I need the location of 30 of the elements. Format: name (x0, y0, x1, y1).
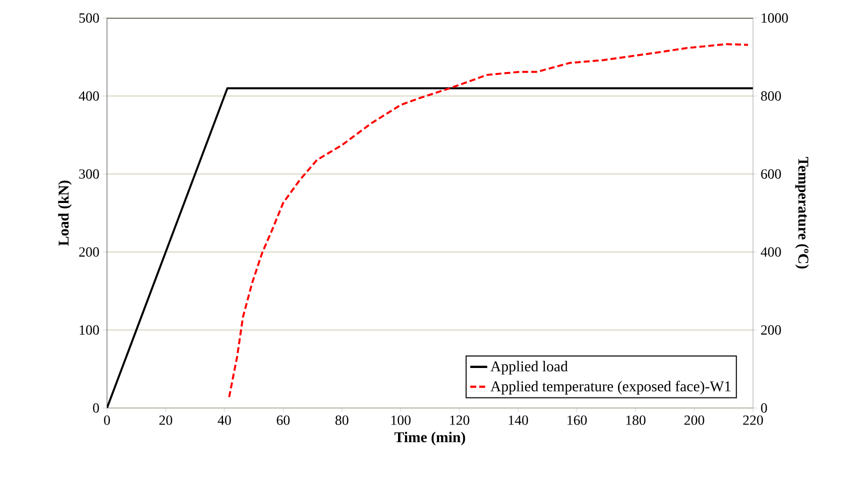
y-tick-label: 400 (78, 91, 99, 101)
x-tick-label: 80 (335, 416, 348, 425)
x-tick-label: 160 (568, 416, 587, 425)
y-tick-label: 200 (79, 247, 99, 257)
y-tick-label: 100 (80, 325, 99, 335)
x-tick-label: 200 (684, 416, 704, 425)
y-tick-label: 0 (93, 403, 99, 413)
line-series (228, 43, 750, 398)
y2-tick-label: 800 (761, 91, 781, 101)
y-tick-label: 300 (79, 169, 99, 179)
y2-tick-label: 1000 (762, 13, 788, 23)
x-tick-label: 0 (104, 416, 110, 425)
x-tick-label: 100 (391, 416, 411, 425)
y2-tick-label: 600 (761, 169, 781, 179)
x-tick-label: 140 (508, 416, 528, 425)
y2-tick-label: 200 (761, 325, 781, 335)
x-tick-label: 120 (450, 416, 470, 425)
y-tick-label: 500 (79, 13, 99, 23)
legend-label: Applied temperature (exposed face)-W1 (490, 380, 731, 394)
y2-tick-label: 400 (760, 247, 781, 257)
x-tick-label: 60 (276, 416, 290, 425)
y-axis-title: Load (kN) (58, 180, 72, 246)
y2-tick-label: 0 (761, 403, 767, 413)
x-tick-label: 180 (626, 416, 646, 425)
legend-label: Applied load (490, 360, 568, 374)
x-tick-label: 220 (743, 416, 763, 425)
y2-axis-title: Temperature (ºC) (795, 157, 809, 269)
x-tick-label: 20 (159, 416, 172, 425)
x-axis-title: Time (min) (394, 432, 466, 446)
x-tick-label: 40 (218, 416, 231, 425)
